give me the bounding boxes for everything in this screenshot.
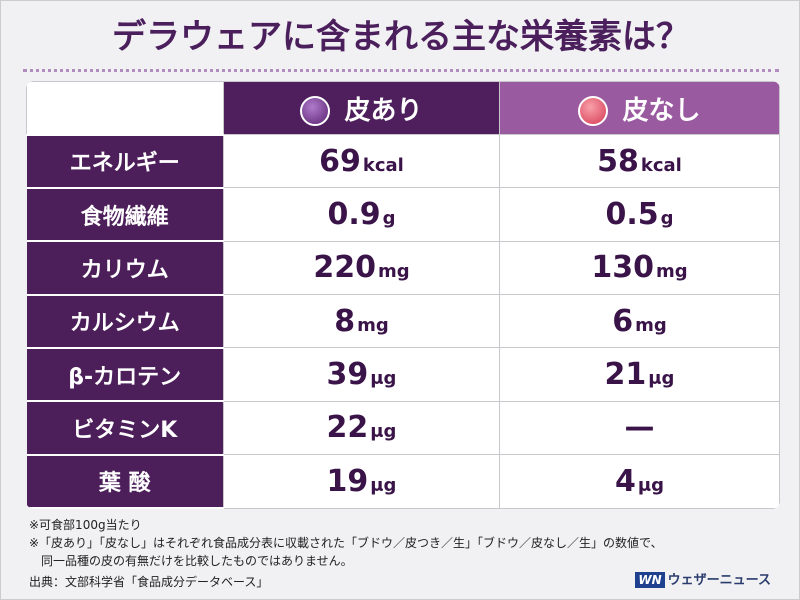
value: 58	[597, 143, 639, 179]
value-cell: 4 μg	[499, 454, 780, 509]
table-row: エネルギー 69 kcal 58 kcal	[26, 133, 780, 189]
table-row: カリウム 220 mg 130 mg	[26, 240, 780, 296]
column-header: 皮なし	[499, 81, 780, 135]
unit: kcal	[640, 154, 682, 176]
row-label: β-カロテン	[26, 346, 224, 403]
value: 220	[313, 250, 376, 286]
value-cell: 39 μg	[223, 347, 500, 402]
value-cell: 0.5 g	[499, 187, 780, 242]
unit: μg	[370, 474, 397, 496]
column-header: 皮あり	[223, 81, 500, 135]
value: 6	[612, 303, 634, 339]
divider	[23, 69, 779, 72]
unit: mg	[655, 261, 688, 283]
row-label: 食物繊維	[26, 186, 224, 243]
row-label: カルシウム	[26, 293, 224, 349]
unit: g	[382, 208, 396, 230]
value: 21	[604, 357, 647, 393]
value: 0.5	[605, 197, 659, 233]
unit: μg	[370, 368, 397, 390]
header-row: 皮あり 皮なし	[26, 81, 780, 135]
table-row: 葉 酸 19 μg 4 μg	[26, 453, 780, 509]
unit: mg	[635, 314, 667, 336]
value-cell: 0.9 g	[223, 187, 500, 242]
note: ※「皮あり」「皮なし」はそれぞれ食品成分表に収載された「ブドウ／皮つき／生」「ブ…	[29, 536, 663, 550]
value: 69	[319, 143, 361, 179]
title: デラウェアに含まれる主な栄養素は？	[112, 17, 690, 57]
value-cell: 69 kcal	[223, 133, 500, 189]
corner	[26, 81, 224, 135]
source: 出典：文部科学省「食品成分データベース」	[29, 575, 269, 589]
value: 39	[326, 357, 369, 393]
nutrient-table: 皮あり 皮なし エネルギー 69 kcal 58 kcal 食物繊維 0.9 g 0.5 g カリウ…	[26, 81, 780, 509]
unit: μg	[648, 368, 675, 390]
value-cell: 19 μg	[223, 454, 500, 509]
column-label: 皮なし	[622, 95, 701, 126]
value-cell: 58 kcal	[499, 133, 780, 189]
value-cell: 21 μg	[499, 347, 780, 402]
value: 19	[326, 463, 369, 499]
unit: mg	[377, 261, 410, 283]
table-row: β-カロテン 39 μg 21 μg	[26, 346, 780, 403]
logo: WN ウェザーニュース	[635, 569, 771, 588]
value-cell: 8 mg	[223, 294, 500, 349]
value: 4	[614, 463, 636, 499]
unit: μg	[637, 474, 664, 496]
value-cell: 22 μg	[223, 400, 500, 456]
value: 22	[326, 410, 369, 446]
table-row: 食物繊維 0.9 g 0.5 g	[26, 186, 780, 243]
table-row: カルシウム 8 mg 6 mg	[26, 293, 780, 349]
logo-text: ウェザーニュース	[667, 573, 771, 588]
unit: kcal	[362, 154, 404, 176]
table-row: ビタミンK 22 μg —	[26, 400, 780, 456]
note: ※可食部100g当たり	[29, 518, 142, 532]
value-cell: —	[499, 400, 780, 456]
value-cell: 6 mg	[499, 294, 780, 349]
value: —	[624, 410, 655, 446]
column-label: 皮あり	[344, 95, 423, 126]
row-label: ビタミンK	[26, 400, 224, 456]
note: 同一品種の皮の有無だけを比較したものではありません。	[29, 554, 353, 568]
value: 8	[334, 303, 356, 339]
value-cell: 220 mg	[223, 240, 500, 296]
row-label: 葉 酸	[26, 453, 224, 509]
unit: μg	[370, 421, 397, 443]
value-cell: 130 mg	[499, 240, 780, 296]
unit: g	[660, 208, 674, 230]
value: 130	[591, 250, 654, 286]
logo-mark: WN	[635, 572, 665, 588]
value: 0.9	[327, 197, 381, 233]
row-label: エネルギー	[26, 133, 224, 189]
unit: mg	[357, 314, 389, 336]
row-label: カリウム	[26, 240, 224, 296]
